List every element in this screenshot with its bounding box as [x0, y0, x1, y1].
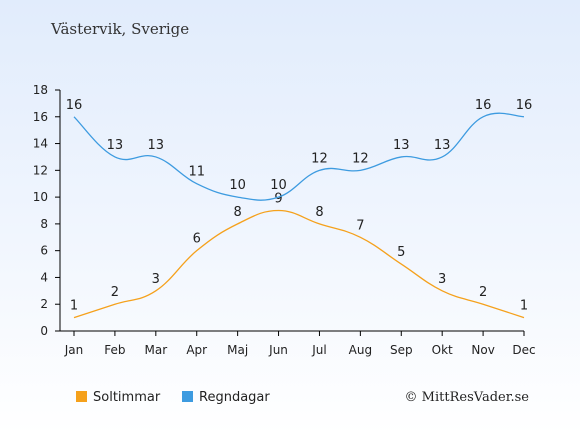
data-label-rain: 10	[270, 178, 287, 193]
y-tick-label: 2	[40, 297, 48, 311]
x-tick-label: Okt	[432, 343, 453, 357]
data-label-rain: 13	[434, 138, 451, 153]
data-label-sun: 1	[70, 299, 78, 314]
data-label-rain: 16	[475, 98, 492, 113]
data-label-sun: 6	[193, 232, 201, 247]
chart-title: Västervik, Sverige	[51, 20, 190, 38]
data-label-sun: 8	[233, 205, 241, 220]
data-label-sun: 3	[438, 272, 446, 287]
y-tick-label: 8	[40, 217, 48, 231]
data-label-sun: 1	[520, 299, 528, 314]
x-tick-label: Mar	[144, 343, 167, 357]
series-line-rain	[73, 112, 525, 201]
y-tick-label: 16	[33, 110, 48, 124]
data-label-sun: 2	[479, 285, 487, 300]
x-tick-label: Jan	[64, 343, 84, 357]
data-label-rain: 11	[188, 165, 205, 180]
legend-swatch-sun	[76, 391, 87, 402]
data-label-rain: 16	[66, 98, 83, 113]
y-tick-label: 12	[33, 163, 48, 177]
x-tick-label: Nov	[471, 343, 494, 357]
data-label-rain: 13	[107, 138, 124, 153]
legend-swatch-rain	[182, 391, 193, 402]
y-tick-label: 6	[40, 244, 48, 258]
data-label-rain: 10	[229, 178, 246, 193]
x-tick-label: Maj	[227, 343, 248, 357]
legend-label-rain: Regndagar	[199, 390, 270, 405]
x-tick-label: Apr	[186, 343, 207, 357]
x-tick-label: Feb	[104, 343, 125, 357]
y-tick-label: 18	[33, 83, 48, 97]
data-label-rain: 13	[148, 138, 165, 153]
legend-label-sun: Soltimmar	[93, 390, 161, 405]
y-tick-label: 10	[33, 190, 48, 204]
x-tick-label: Jul	[311, 343, 326, 357]
credit-text: © MittResVader.se	[404, 390, 529, 405]
x-tick-label: Dec	[512, 343, 535, 357]
x-tick-label: Jun	[268, 343, 288, 357]
y-tick-label: 4	[40, 270, 48, 284]
data-label-sun: 5	[397, 245, 405, 260]
x-tick-label: Aug	[349, 343, 372, 357]
legend-item-sun: Soltimmar	[76, 390, 160, 405]
data-label-rain: 12	[352, 151, 369, 166]
data-label-sun: 9	[274, 192, 282, 207]
data-label-rain: 12	[311, 151, 328, 166]
x-tick-label: Sep	[390, 343, 413, 357]
y-tick-label: 0	[40, 324, 48, 338]
data-label-rain: 13	[393, 138, 410, 153]
y-tick-label: 14	[33, 137, 48, 151]
legend-item-rain: Regndagar	[182, 390, 270, 405]
data-label-sun: 7	[356, 218, 364, 233]
data-label-sun: 2	[111, 285, 119, 300]
series-line-sun	[73, 209, 525, 319]
data-label-rain: 16	[516, 98, 533, 113]
data-label-sun: 3	[152, 272, 160, 287]
data-label-sun: 8	[315, 205, 323, 220]
